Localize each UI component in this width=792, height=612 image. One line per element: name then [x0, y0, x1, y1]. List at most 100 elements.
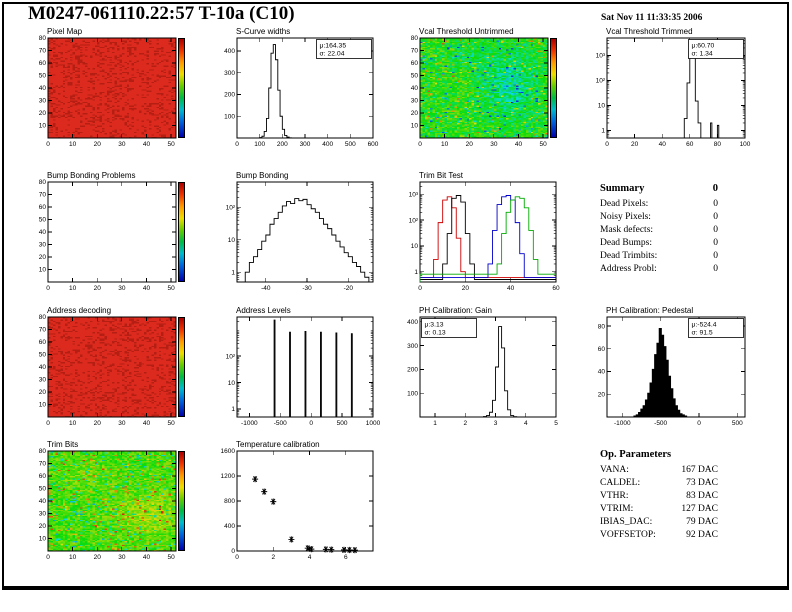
- summary-row: Mask defects: 0: [600, 224, 746, 237]
- chart-plot-vcal-trimmed: 0 20 40 60 80 100 1 10 10² 10³ μ:60.70σ: 1.34: [596, 37, 751, 148]
- svg-text:60: 60: [552, 285, 560, 292]
- svg-text:20: 20: [39, 523, 47, 530]
- svg-text:400: 400: [224, 48, 235, 55]
- svg-text:200: 200: [224, 92, 235, 99]
- svg-text:40: 40: [659, 141, 667, 148]
- svg-text:40: 40: [507, 285, 515, 292]
- summary-row-label: Dead Bumps:: [600, 238, 652, 248]
- svg-text:30: 30: [411, 98, 419, 105]
- svg-text:10: 10: [598, 103, 606, 110]
- svg-text:50: 50: [539, 141, 547, 148]
- colorbar: [550, 38, 557, 138]
- svg-text:0: 0: [697, 420, 701, 427]
- chart-title: PH Calibration: Gain: [419, 306, 492, 315]
- chart-title: PH Calibration: Pedestal: [606, 306, 694, 315]
- svg-text:10²: 10²: [409, 217, 419, 224]
- svg-text:10: 10: [228, 380, 236, 387]
- svg-text:0: 0: [309, 420, 313, 427]
- summary-row-value: 0: [713, 251, 718, 261]
- svg-text:10: 10: [69, 420, 77, 427]
- svg-text:0: 0: [231, 548, 235, 555]
- svg-text:20: 20: [94, 141, 102, 148]
- svg-text:80: 80: [714, 141, 722, 148]
- svg-text:60: 60: [686, 141, 694, 148]
- summary-panel: Summary 0 Dead Pixels: 0 Noisy Pixels: 0…: [600, 183, 746, 276]
- svg-text:20: 20: [462, 285, 470, 292]
- svg-text:60: 60: [39, 473, 47, 480]
- chart-plot-scurve-widths: 0 100 200 300 400 500 600 100 200 300 400 μ:164.35σ…: [224, 37, 379, 148]
- op-parameter-value: 167 DAC: [681, 465, 718, 475]
- heatmap-address-decoding: [48, 317, 176, 417]
- summary-title: Summary: [600, 183, 645, 194]
- summary-row-value: 0: [713, 199, 718, 209]
- svg-text:40: 40: [515, 141, 523, 148]
- summary-row: Address Probl: 0: [600, 263, 746, 276]
- svg-text:200: 200: [277, 141, 288, 148]
- heatmap-vcal-untrimmed: [420, 38, 548, 138]
- svg-text:300: 300: [224, 70, 235, 77]
- svg-text:σ: 1.34: σ: 1.34: [692, 51, 713, 58]
- svg-text:0: 0: [235, 141, 239, 148]
- op-parameter-value: 92 DAC: [686, 530, 718, 540]
- op-parameter-row: VOFFSETOP: 92 DAC: [600, 529, 746, 542]
- chart-plot-address-levels: -1000 -500 0 500 1000 1 10 10²: [226, 316, 381, 427]
- op-parameters-title: Op. Parameters: [600, 449, 672, 460]
- svg-text:10²: 10²: [226, 353, 236, 360]
- svg-text:30: 30: [118, 420, 126, 427]
- svg-text:10²: 10²: [596, 78, 606, 85]
- svg-text:-40: -40: [261, 285, 271, 292]
- svg-text:100: 100: [407, 390, 418, 397]
- svg-text:20: 20: [94, 554, 102, 561]
- svg-text:μ:60.70: μ:60.70: [692, 43, 715, 50]
- svg-text:20: 20: [466, 141, 474, 148]
- svg-text:40: 40: [411, 85, 419, 92]
- svg-text:10: 10: [39, 123, 47, 130]
- svg-text:80: 80: [411, 35, 419, 42]
- svg-text:30: 30: [490, 141, 498, 148]
- svg-text:-1000: -1000: [614, 420, 631, 427]
- op-parameter-label: IBIAS_DAC:: [600, 517, 653, 527]
- op-parameter-label: VOFFSETOP:: [600, 530, 656, 540]
- svg-text:10: 10: [441, 141, 449, 148]
- svg-text:10: 10: [39, 536, 47, 543]
- svg-text:30: 30: [118, 141, 126, 148]
- panel-trim-bits: Trim Bits 0 10 20 30 40 50 10 20 30 40 50 60 70 80: [39, 440, 185, 561]
- svg-text:0: 0: [605, 141, 609, 148]
- op-parameter-row: IBIAS_DAC: 79 DAC: [600, 516, 746, 529]
- svg-text:50: 50: [411, 73, 419, 80]
- svg-text:80: 80: [39, 35, 47, 42]
- chart-plot-pixel-map: 0 10 20 30 40 50 10 20 30 40 50 60 70 80: [39, 35, 177, 148]
- svg-text:4: 4: [308, 554, 312, 561]
- colorbar: [178, 451, 185, 551]
- svg-text:80: 80: [39, 314, 47, 321]
- svg-text:60: 60: [411, 60, 419, 67]
- svg-text:400: 400: [322, 141, 333, 148]
- svg-text:400: 400: [407, 319, 418, 326]
- chart-title: Bump Bonding: [236, 171, 289, 180]
- chart-title: Temperature calibration: [236, 440, 320, 449]
- svg-text:-20: -20: [344, 285, 354, 292]
- page-title: M0247-061110.22:57 T-10a (C10): [28, 3, 295, 24]
- summary-row: Dead Trimbits: 0: [600, 250, 746, 263]
- chart-plot-ph-gain: 1 2 3 4 5 100 200 300 400 μ:3.13σ: 0.13: [407, 316, 558, 427]
- svg-text:40: 40: [39, 85, 47, 92]
- svg-text:4: 4: [524, 420, 528, 427]
- svg-text:40: 40: [143, 285, 151, 292]
- svg-text:20: 20: [39, 389, 47, 396]
- summary-row-label: Address Probl:: [600, 264, 657, 274]
- op-parameter-value: 73 DAC: [686, 478, 718, 488]
- svg-text:60: 60: [598, 346, 606, 353]
- svg-text:10: 10: [411, 123, 419, 130]
- svg-text:30: 30: [39, 98, 47, 105]
- op-parameter-label: VTHR:: [600, 491, 629, 501]
- svg-text:30: 30: [118, 554, 126, 561]
- svg-text:300: 300: [407, 343, 418, 350]
- summary-row-label: Mask defects:: [600, 225, 654, 235]
- panel-pixel-map: Pixel Map 0 10 20 30 40 50 10 20 30 40 50 60 70 80: [39, 27, 185, 148]
- summary-row-label: Noisy Pixels:: [600, 212, 651, 222]
- svg-text:80: 80: [39, 448, 47, 455]
- svg-text:70: 70: [39, 192, 47, 199]
- svg-text:2: 2: [464, 420, 468, 427]
- svg-text:30: 30: [118, 285, 126, 292]
- svg-text:400: 400: [224, 523, 235, 530]
